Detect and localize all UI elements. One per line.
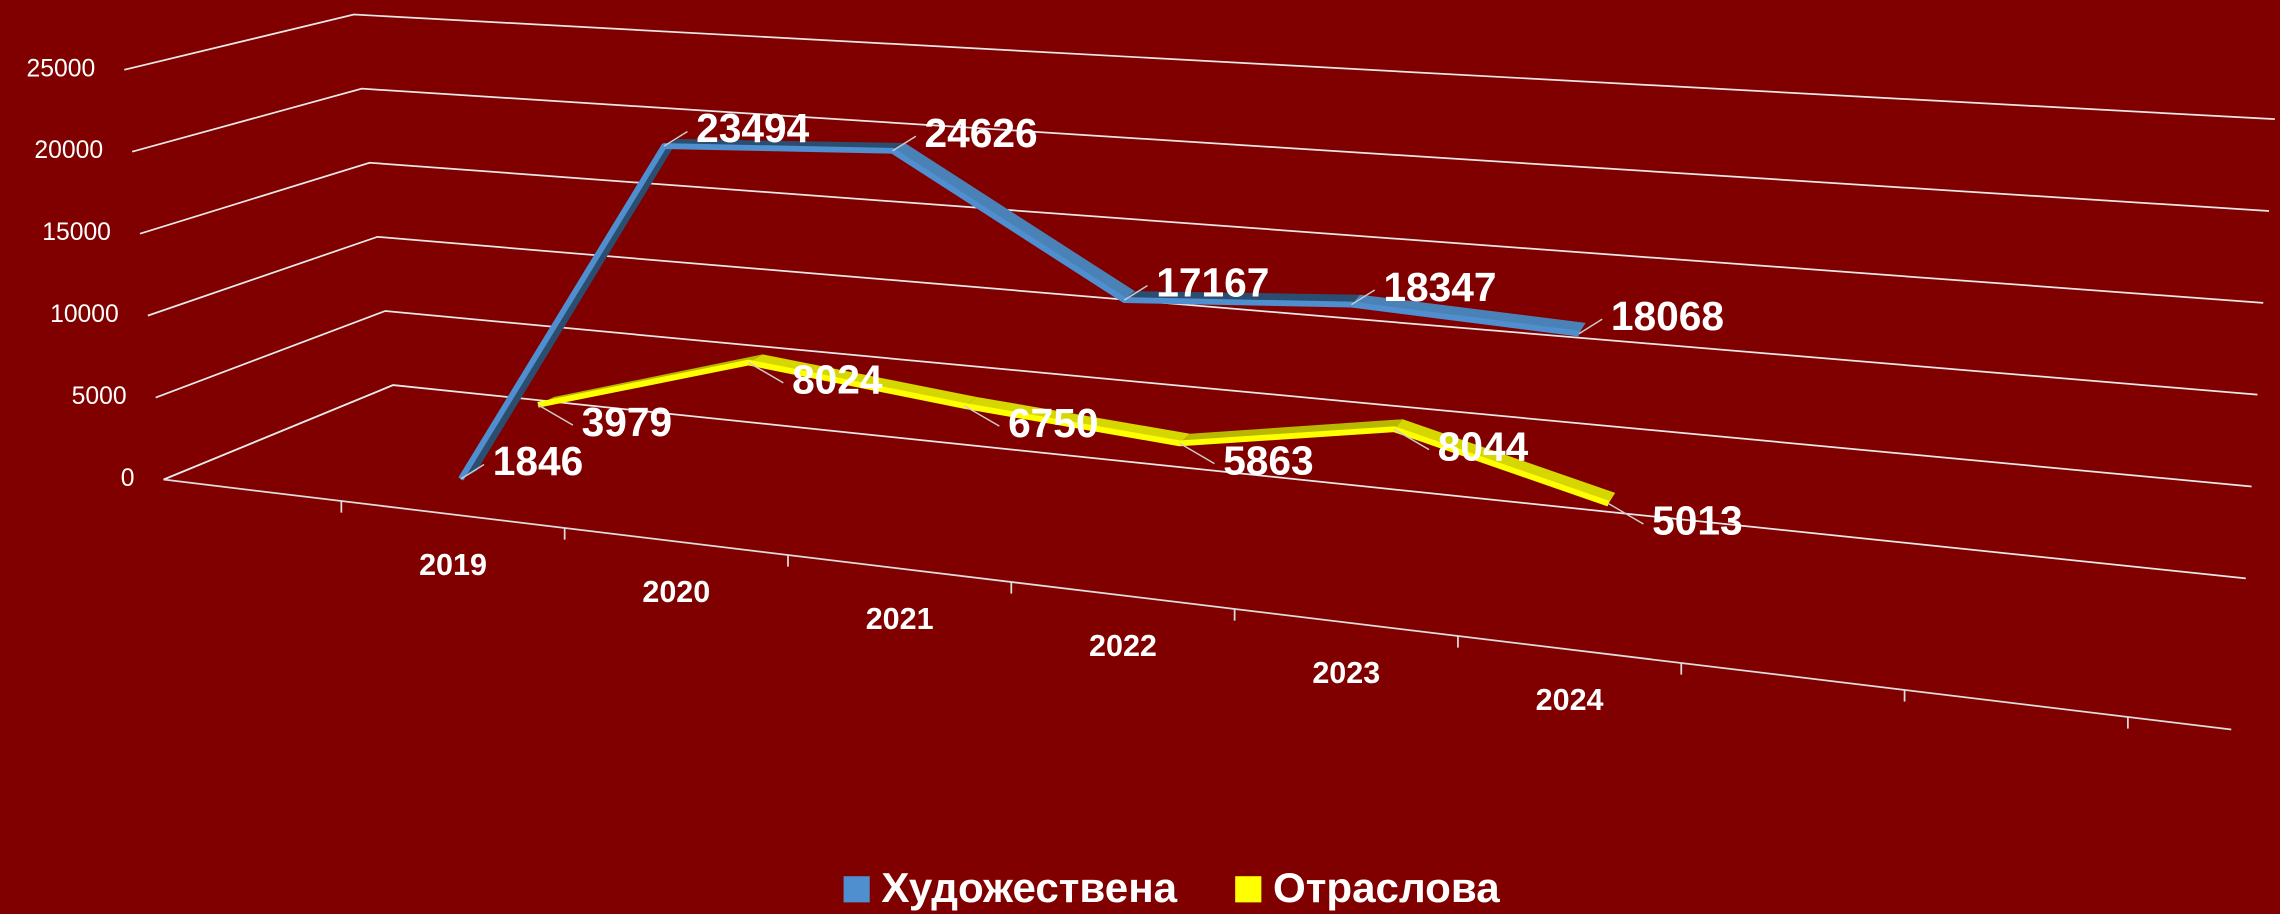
grid-line — [155, 310, 2252, 488]
x-tick-label: 2023 — [1312, 656, 1380, 690]
legend-label: Художествена — [881, 864, 1177, 911]
value-label: 23494 — [696, 105, 809, 151]
y-tick-label: 0 — [121, 465, 135, 492]
value-label: 5013 — [1652, 498, 1742, 544]
ribbon-face — [748, 354, 977, 406]
x-tick-label: 2024 — [1536, 683, 1604, 717]
value-label: 24626 — [925, 110, 1038, 156]
value-label: 3979 — [582, 399, 672, 445]
leader-line — [1123, 284, 1148, 301]
value-label: 1846 — [493, 438, 583, 484]
legend-label: Отраслова — [1273, 864, 1500, 911]
legend-swatch — [1235, 876, 1262, 903]
ribbon-face — [892, 142, 1135, 301]
ribbon-face — [964, 396, 1190, 444]
leader-line — [1351, 289, 1376, 306]
y-tick-label: 20000 — [34, 137, 103, 164]
leader-line — [1578, 318, 1603, 335]
value-label: 5863 — [1223, 437, 1313, 483]
leader-line — [964, 405, 1000, 427]
y-tick-label: 25000 — [27, 55, 96, 82]
x-tick-label: 2021 — [866, 602, 934, 636]
ribbon-face — [1394, 419, 1616, 504]
leader-line — [748, 361, 784, 384]
grid-line — [124, 13, 2275, 121]
leader-line — [892, 135, 917, 152]
series-line — [458, 143, 1580, 481]
series-line — [537, 359, 1610, 507]
grid-line — [139, 161, 2264, 304]
grid-line — [131, 87, 2270, 212]
leader-line — [663, 130, 688, 147]
value-label: 18068 — [1611, 293, 1724, 339]
y-tick-label: 5000 — [72, 383, 127, 410]
leader-line — [537, 404, 574, 426]
y-tick-label: 10000 — [50, 301, 119, 328]
axis-line — [163, 478, 2232, 731]
x-tick-label: 2022 — [1089, 629, 1157, 663]
y-tick-label: 15000 — [42, 219, 111, 246]
x-tick-label: 2020 — [642, 575, 710, 609]
value-label: 6750 — [1008, 400, 1098, 446]
value-label: 17167 — [1156, 259, 1269, 305]
value-label: 18347 — [1383, 264, 1496, 310]
leader-line — [1179, 442, 1215, 465]
x-tick-label: 2019 — [419, 548, 487, 582]
ribbon-face — [1351, 294, 1586, 334]
legend-swatch — [843, 876, 870, 903]
value-label: 8044 — [1438, 423, 1529, 469]
leader-line — [1393, 428, 1430, 451]
leader-line — [1608, 502, 1644, 525]
value-label: 8024 — [792, 357, 883, 403]
grid-line — [147, 235, 2258, 396]
grid-line — [163, 384, 2246, 580]
leader-line — [460, 463, 485, 480]
